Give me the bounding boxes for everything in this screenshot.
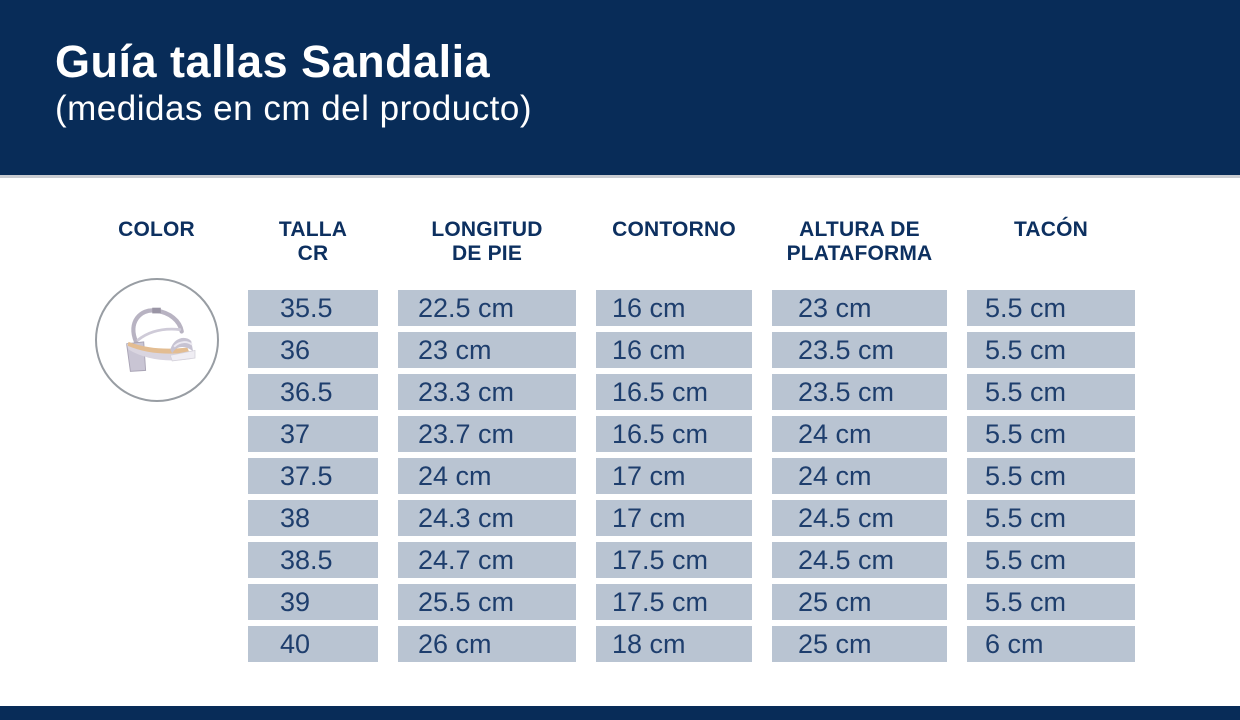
table-cell: 35.5	[248, 290, 378, 326]
table-cell: 36	[248, 332, 378, 368]
column-header-altura-de-plataforma: ALTURA DE PLATAFORMA	[786, 218, 933, 266]
table-cell: 37	[248, 416, 378, 452]
table-cell: 5.5 cm	[967, 500, 1135, 536]
table-cell: 16 cm	[596, 332, 752, 368]
table-cell: 24.5 cm	[772, 500, 947, 536]
table-cell: 25 cm	[772, 584, 947, 620]
table-cell: 23.3 cm	[398, 374, 576, 410]
contorno-header-slot: CONTORNO	[596, 218, 752, 290]
sandal-image	[125, 307, 195, 372]
table-cell: 38	[248, 500, 378, 536]
table-cell: 22.5 cm	[398, 290, 576, 326]
table-cell: 5.5 cm	[967, 332, 1135, 368]
product-photo	[94, 278, 219, 402]
table-cell: 23.7 cm	[398, 416, 576, 452]
table-cell: 17.5 cm	[596, 542, 752, 578]
table-cell: 5.5 cm	[967, 542, 1135, 578]
table-cell: 26 cm	[398, 626, 576, 662]
page-subtitle: (medidas en cm del producto)	[55, 89, 532, 129]
table-cell: 37.5	[248, 458, 378, 494]
table-cell: 24 cm	[398, 458, 576, 494]
table-cell: 5.5 cm	[967, 290, 1135, 326]
table-cell: 24.3 cm	[398, 500, 576, 536]
color-header-slot: COLOR	[85, 218, 228, 290]
talla-header-slot: TALLA CR	[248, 218, 378, 290]
column-header-talla-cr: TALLA CR	[278, 218, 348, 266]
table-cell: 39	[248, 584, 378, 620]
table-cell: 5.5 cm	[967, 458, 1135, 494]
table-cell: 25.5 cm	[398, 584, 576, 620]
column-talla-cr: TALLA CR 35.5 36 36.5 37 37.5 38 38.5 39…	[248, 218, 378, 668]
column-header-contorno: CONTORNO	[612, 218, 736, 241]
longitud-header-slot: LONGITUD DE PIE	[398, 218, 576, 290]
table-cell: 38.5	[248, 542, 378, 578]
footer-bar	[0, 706, 1240, 720]
table-cell: 24.7 cm	[398, 542, 576, 578]
altura-header-slot: ALTURA DE PLATAFORMA	[772, 218, 947, 290]
table-cell: 17 cm	[596, 458, 752, 494]
column-header-tacon: TACÓN	[1013, 218, 1089, 241]
column-longitud-de-pie: LONGITUD DE PIE 22.5 cm 23 cm 23.3 cm 23…	[398, 218, 576, 668]
table-cell: 24 cm	[772, 458, 947, 494]
column-color: COLOR	[85, 218, 228, 668]
table-cell: 5.5 cm	[967, 584, 1135, 620]
table-cell: 16.5 cm	[596, 416, 752, 452]
table-cell: 25 cm	[772, 626, 947, 662]
table-cell: 17 cm	[596, 500, 752, 536]
table-cell: 5.5 cm	[967, 374, 1135, 410]
column-altura-de-plataforma: ALTURA DE PLATAFORMA 23 cm 23.5 cm 23.5 …	[772, 218, 947, 668]
table-cell: 36.5	[248, 374, 378, 410]
table-cell: 23.5 cm	[772, 374, 947, 410]
column-header-longitud-de-pie: LONGITUD DE PIE	[431, 218, 543, 266]
tacon-header-slot: TACÓN	[967, 218, 1135, 290]
header-banner: Guía tallas Sandalia (medidas en cm del …	[0, 0, 1240, 178]
table-cell: 24 cm	[772, 416, 947, 452]
table-cell: 16 cm	[596, 290, 752, 326]
page-title: Guía tallas Sandalia	[55, 36, 491, 87]
table-cell: 23.5 cm	[772, 332, 947, 368]
column-contorno: CONTORNO 16 cm 16 cm 16.5 cm 16.5 cm 17 …	[596, 218, 752, 668]
table-cell: 23 cm	[398, 332, 576, 368]
table-cell: 18 cm	[596, 626, 752, 662]
table-cell: 5.5 cm	[967, 416, 1135, 452]
column-tacon: TACÓN 5.5 cm 5.5 cm 5.5 cm 5.5 cm 5.5 cm…	[967, 218, 1135, 668]
table-cell: 17.5 cm	[596, 584, 752, 620]
table-cell: 23 cm	[772, 290, 947, 326]
table-cell: 6 cm	[967, 626, 1135, 662]
table-cell: 24.5 cm	[772, 542, 947, 578]
size-table: COLOR TALLA CR 35.	[85, 218, 1135, 668]
table-cell: 40	[248, 626, 378, 662]
column-header-color: COLOR	[118, 218, 195, 241]
table-cell: 16.5 cm	[596, 374, 752, 410]
